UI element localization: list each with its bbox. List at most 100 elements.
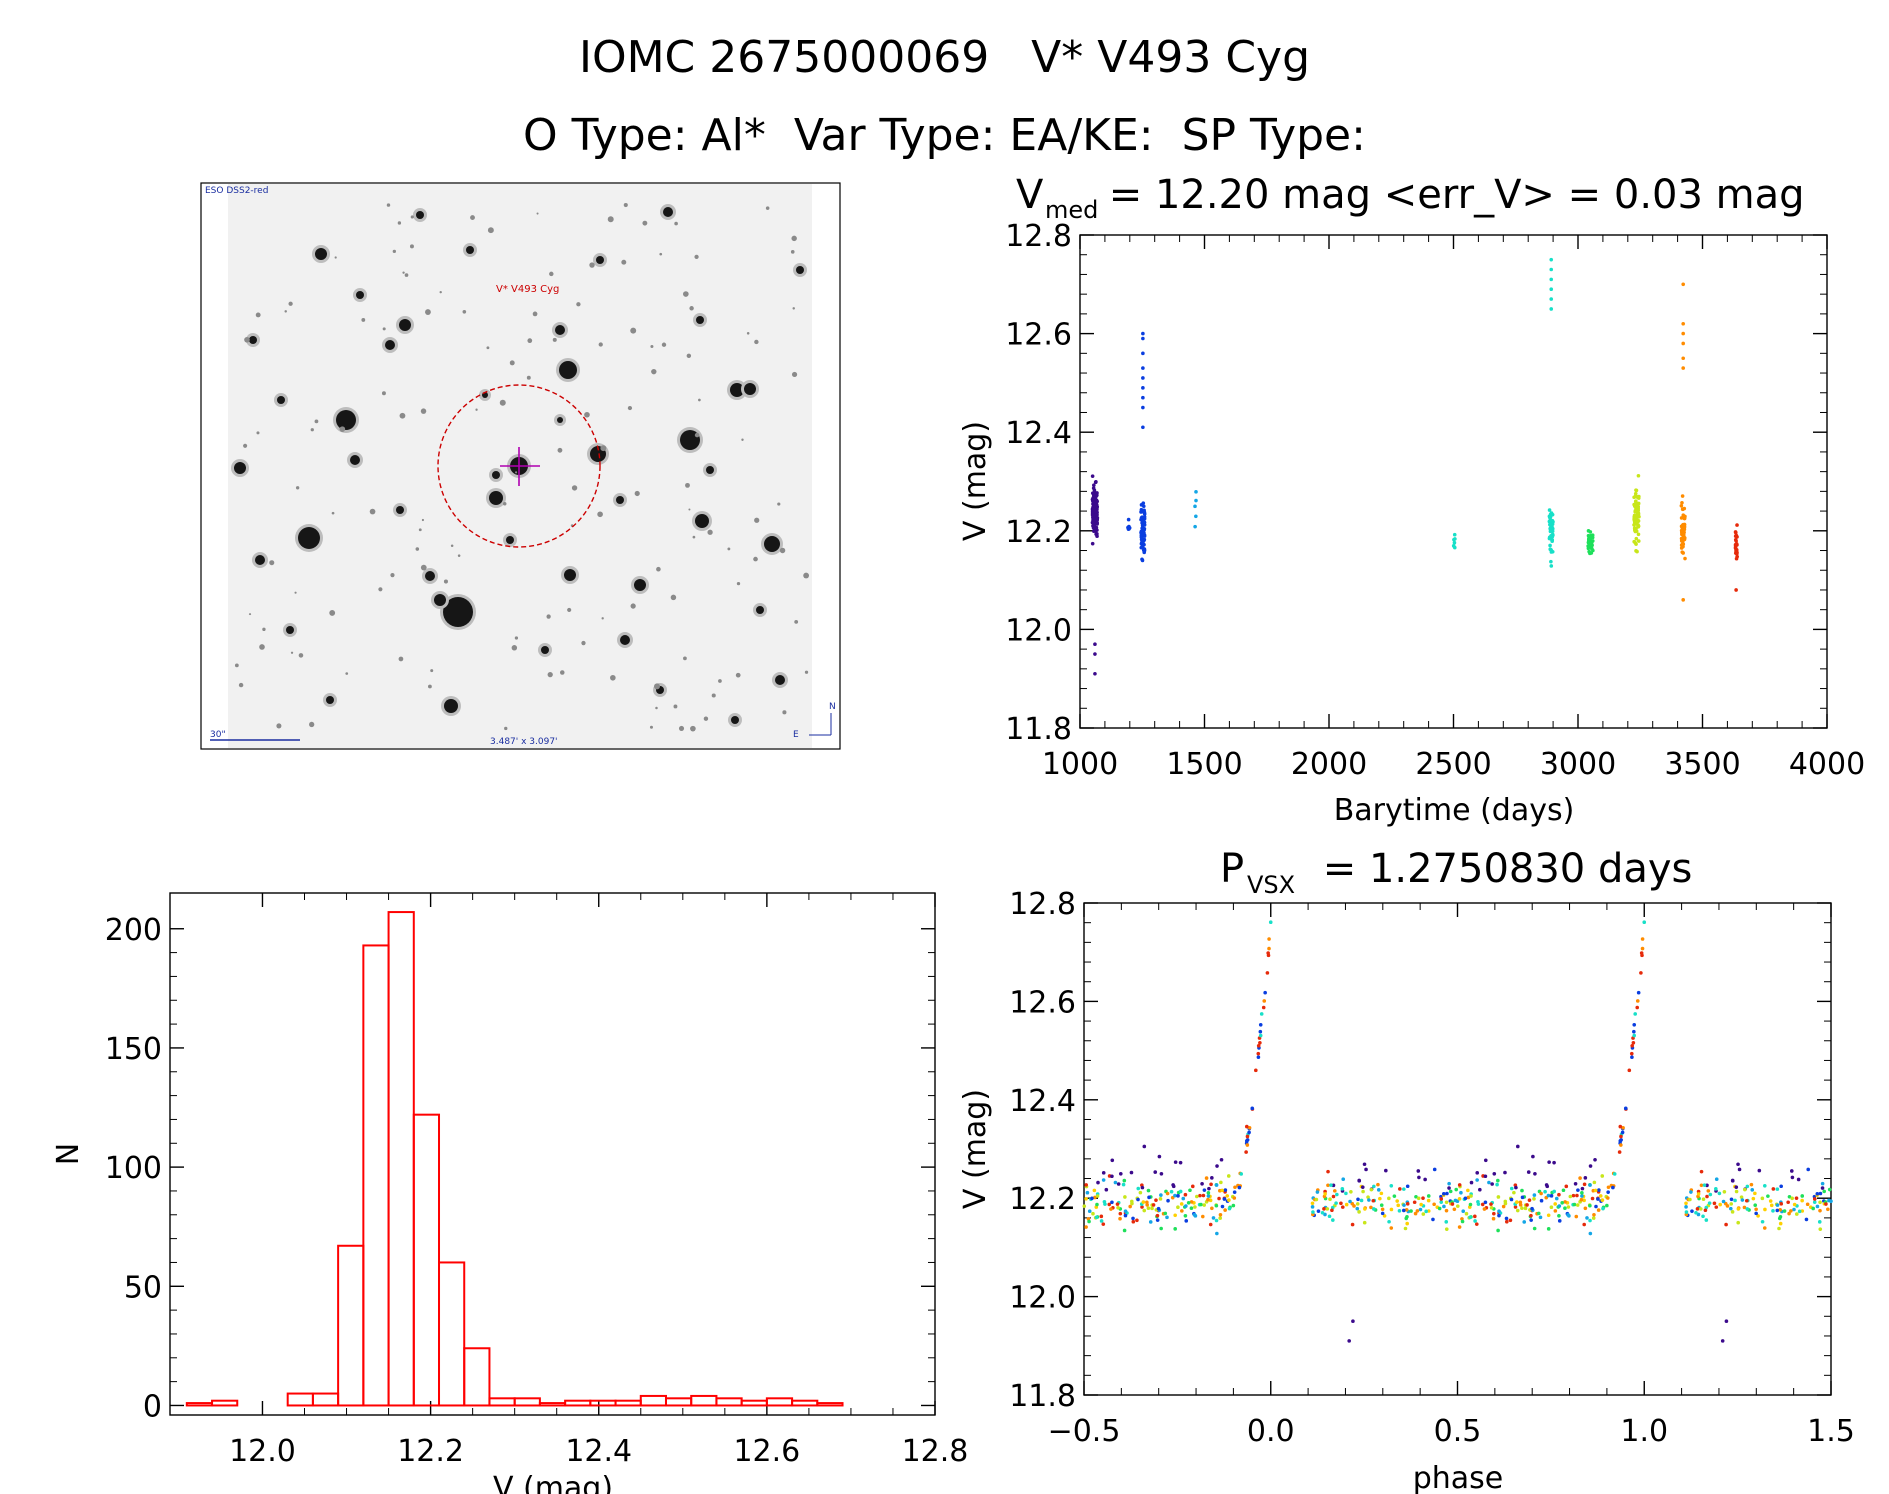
phased-point	[1218, 1216, 1223, 1220]
lightcurve-point	[1550, 512, 1555, 517]
lightcurve-title-rest: = 12.20 mag <err_V> = 0.03 mag	[1096, 172, 1805, 218]
phased-point	[1214, 1203, 1219, 1208]
lightcurve-point	[1141, 376, 1145, 380]
phased-point	[1737, 1167, 1742, 1172]
phased-point	[1557, 1219, 1562, 1223]
phased-point	[1219, 1180, 1223, 1185]
lightcurve-point	[1734, 542, 1739, 546]
phased-point	[1315, 1190, 1320, 1194]
histogram-bar	[211, 1399, 239, 1407]
phased-point	[1572, 1202, 1577, 1207]
phased-point	[1189, 1206, 1194, 1211]
phased-point	[1223, 1208, 1227, 1212]
phased-point	[1372, 1207, 1376, 1211]
phased-point	[1564, 1184, 1569, 1189]
phased-point	[1820, 1186, 1825, 1190]
phased-point	[1508, 1218, 1513, 1223]
lightcurve-point	[1635, 508, 1640, 513]
lightcurve-point	[1092, 517, 1096, 522]
phased-point	[1795, 1212, 1799, 1216]
phased-point	[1310, 1205, 1315, 1209]
lightcurve-axes	[1079, 234, 1828, 729]
phased-point	[1442, 1204, 1446, 1209]
phased-point	[1210, 1206, 1214, 1211]
phased-point	[1403, 1226, 1408, 1231]
phased-point	[1724, 1222, 1728, 1227]
phased-point	[1118, 1171, 1123, 1176]
finder-faint-star	[571, 485, 578, 491]
phased-point	[1617, 1150, 1622, 1154]
phased-point	[1093, 1195, 1097, 1200]
phased-point	[1750, 1188, 1755, 1192]
phased-point	[1109, 1207, 1113, 1211]
lightcurve-point	[1589, 535, 1593, 540]
phased-point	[1113, 1180, 1118, 1185]
finder-faint-star	[420, 408, 427, 414]
phased-point	[1218, 1212, 1223, 1217]
phased-point	[1382, 1214, 1387, 1218]
lightcurve-point	[1549, 307, 1554, 311]
phased-point	[1771, 1187, 1776, 1191]
phased-point	[1742, 1205, 1747, 1210]
phased-point	[1254, 1068, 1258, 1073]
phased-point	[1473, 1214, 1477, 1219]
phased-point	[1468, 1202, 1473, 1207]
finder-star	[356, 291, 364, 299]
phased-point	[1348, 1199, 1352, 1204]
phased-xlabel: phase	[1413, 1461, 1504, 1494]
phased-point	[1206, 1197, 1210, 1202]
phased-point	[1531, 1154, 1535, 1159]
phased-point	[1728, 1206, 1733, 1211]
phased-point	[1699, 1169, 1704, 1174]
finder-faint-star	[398, 656, 404, 662]
finder-faint-star	[600, 445, 607, 452]
phased-point	[1176, 1205, 1180, 1210]
finder-faint-star	[410, 215, 414, 219]
phased-point	[1702, 1183, 1707, 1187]
lightcurve-point	[1549, 564, 1554, 568]
finder-faint-star	[256, 431, 260, 435]
lightcurve-point	[1095, 521, 1099, 526]
lightcurve-ticks: 1000 1500 2000 2500 3000 3500 4000 11.8 12.0 12.2…	[1005, 219, 1865, 782]
phased-point	[1619, 1134, 1623, 1139]
phased-point	[1817, 1220, 1822, 1224]
finder-faint-star	[718, 679, 722, 683]
phased-point	[1777, 1226, 1781, 1231]
finder-faint-star	[514, 471, 518, 474]
phased-point	[1314, 1197, 1319, 1202]
phased-point	[1084, 1225, 1088, 1229]
lightcurve-point	[1734, 547, 1739, 552]
lightcurve-point	[1733, 530, 1738, 534]
finder-faint-star	[546, 614, 551, 619]
finder-faint-star	[765, 206, 770, 210]
lightcurve-ylabel: V (mag)	[958, 421, 993, 541]
phased-point	[1084, 1197, 1088, 1201]
finder-faint-star	[284, 310, 287, 313]
lightcurve-point	[1548, 543, 1552, 548]
finder-faint-star	[703, 716, 709, 721]
finder-faint-star	[791, 235, 797, 242]
phased-point	[1351, 1319, 1355, 1323]
phased-point	[1118, 1211, 1123, 1216]
phased-point	[1326, 1169, 1330, 1174]
finder-faint-star	[711, 693, 716, 698]
phased-point	[1146, 1206, 1151, 1211]
lightcurve-point	[1092, 483, 1096, 488]
lightcurve-point	[1452, 540, 1457, 545]
phased-point	[1623, 1106, 1628, 1111]
phased-point	[1084, 1183, 1088, 1187]
histogram-bar	[614, 1399, 642, 1407]
phased-point	[1128, 1204, 1132, 1209]
phased-point	[1101, 1222, 1106, 1226]
histogram-bar	[690, 1394, 718, 1407]
finder-faint-star	[339, 426, 346, 432]
lightcurve-point	[1636, 539, 1641, 543]
phased-point	[1110, 1174, 1114, 1179]
histogram-bar	[816, 1402, 844, 1407]
phased-point	[1712, 1201, 1717, 1206]
phased-point	[1220, 1188, 1224, 1193]
phased-point	[1733, 1198, 1737, 1203]
phased-point	[1582, 1222, 1587, 1227]
phased-point	[1412, 1200, 1417, 1205]
finder-faint-star	[651, 368, 657, 375]
